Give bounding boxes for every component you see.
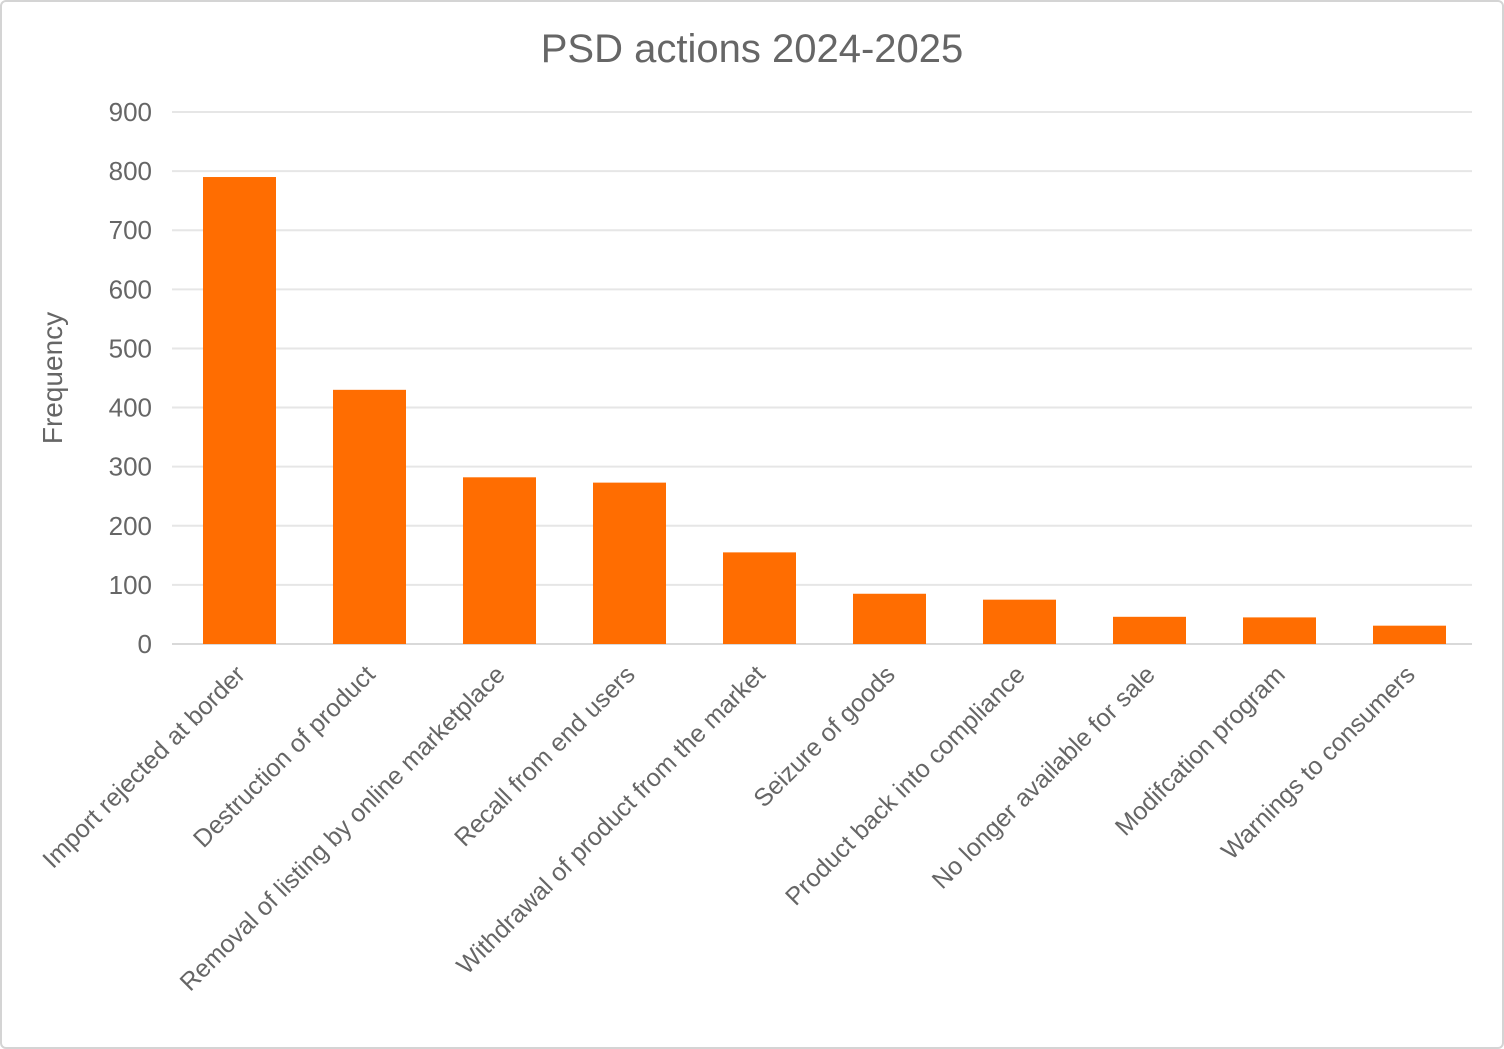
y-tick-label: 200 [109, 511, 152, 541]
bar [1113, 616, 1186, 644]
y-tick-label: 0 [138, 629, 152, 659]
y-tick-label: 600 [109, 274, 152, 304]
y-tick-label: 800 [109, 156, 152, 186]
y-tick-label: 100 [109, 570, 152, 600]
bar [1373, 625, 1446, 644]
y-tick-label: 700 [109, 215, 152, 245]
bar [333, 389, 406, 644]
y-axis-tick-labels: 0 100 200 300 400 500 600 700 800 900 [109, 97, 152, 659]
bar [853, 593, 926, 644]
x-category-label: No longer available for sale [927, 660, 1161, 894]
bar [1243, 617, 1316, 644]
y-tick-label: 400 [109, 393, 152, 423]
bar [463, 477, 536, 644]
bar [593, 482, 666, 644]
y-axis-title: Frequency [37, 312, 68, 444]
bar [983, 599, 1056, 644]
bar [723, 552, 796, 644]
y-tick-label: 900 [109, 97, 152, 127]
bar-series [203, 177, 1446, 644]
chart-title: PSD actions 2024-2025 [541, 27, 964, 71]
y-tick-label: 500 [109, 333, 152, 363]
x-category-label: Seizure of goods [748, 660, 900, 812]
y-tick-label: 300 [109, 452, 152, 482]
bar [203, 177, 276, 644]
x-category-label: Product back into compliance [780, 660, 1031, 911]
